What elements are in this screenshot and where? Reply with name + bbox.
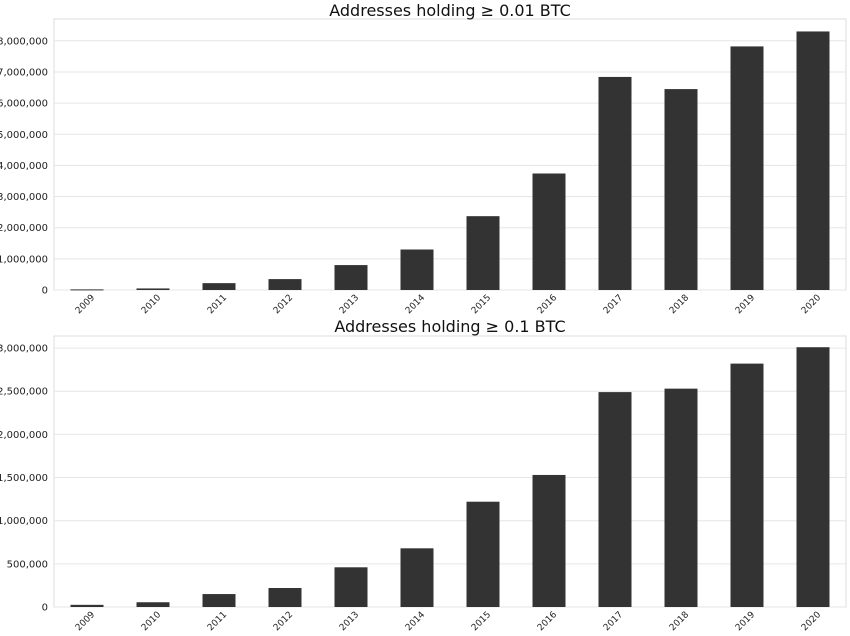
y-tick-label: 8,000,000 (0, 36, 48, 47)
y-tick-label: 0 (42, 286, 48, 297)
x-tick-label: 2015 (470, 610, 493, 633)
x-tick-label: 2009 (74, 293, 97, 316)
x-tick-label: 2012 (272, 293, 295, 316)
x-tick-label: 2016 (536, 293, 559, 316)
plot-frame-1 (53, 18, 847, 291)
y-tick-label: 5,000,000 (0, 130, 48, 141)
bar-2017 (598, 76, 632, 290)
x-tick-label: 2014 (404, 293, 427, 316)
y-tick-label: 7,000,000 (0, 67, 48, 78)
bar-2012 (268, 279, 302, 290)
x-tick-label: 2013 (338, 610, 361, 633)
bar-2011 (202, 594, 236, 607)
x-tick-label: 2017 (602, 610, 625, 633)
bar-2019 (730, 46, 764, 290)
x-tick-label: 2017 (602, 293, 625, 316)
x-tick-label: 2018 (668, 293, 691, 316)
x-tick-label: 2011 (206, 293, 229, 316)
bar-2016 (532, 173, 566, 290)
x-tick-label: 2018 (668, 610, 691, 633)
bar-2018 (664, 388, 698, 607)
x-tick-label: 2010 (140, 610, 163, 633)
x-tick-label: 2020 (800, 610, 823, 633)
x-tick-label: 2013 (338, 293, 361, 316)
bar-2015 (466, 216, 500, 290)
bar-2020 (796, 347, 830, 607)
y-tick-label: 4,000,000 (0, 161, 48, 172)
x-tick-label: 2014 (404, 610, 427, 633)
x-tick-label: 2020 (800, 293, 823, 316)
x-tick-label: 2011 (206, 610, 229, 633)
y-tick-label: 0 (42, 603, 48, 614)
bar-2009 (70, 604, 104, 607)
bar-2009 (70, 289, 104, 291)
bar-2010 (136, 602, 170, 607)
bar-2014 (400, 548, 434, 607)
bar-2010 (136, 288, 170, 290)
bar-2011 (202, 283, 236, 290)
bar-2013 (334, 567, 368, 607)
y-tick-label: 2,000,000 (0, 430, 48, 441)
y-tick-label: 3,000,000 (0, 344, 48, 355)
y-tick-label: 500,000 (7, 559, 48, 570)
bar-2015 (466, 501, 500, 607)
bar-2018 (664, 89, 698, 290)
y-tick-label: 1,000,000 (0, 516, 48, 527)
y-tick-label: 2,500,000 (0, 387, 48, 398)
bar-2013 (334, 265, 368, 290)
x-tick-label: 2016 (536, 610, 559, 633)
bar-2016 (532, 474, 566, 607)
chart-title-1: Addresses holding ≥ 0.01 BTC (329, 1, 571, 20)
y-tick-label: 6,000,000 (0, 99, 48, 110)
bar-2019 (730, 363, 764, 607)
chart-title-2: Addresses holding ≥ 0.1 BTC (334, 317, 565, 336)
x-tick-label: 2015 (470, 293, 493, 316)
bar-2012 (268, 588, 302, 607)
x-tick-label: 2019 (734, 610, 757, 633)
x-tick-label: 2009 (74, 610, 97, 633)
bar-2014 (400, 249, 434, 290)
y-tick-label: 1,500,000 (0, 473, 48, 484)
y-tick-label: 1,000,000 (0, 254, 48, 265)
bar-2017 (598, 392, 632, 607)
plot-frame-2 (53, 335, 847, 608)
x-tick-label: 2010 (140, 293, 163, 316)
x-tick-label: 2019 (734, 293, 757, 316)
y-tick-label: 3,000,000 (0, 192, 48, 203)
bar-2020 (796, 31, 830, 290)
y-tick-label: 2,000,000 (0, 223, 48, 234)
x-tick-label: 2012 (272, 610, 295, 633)
